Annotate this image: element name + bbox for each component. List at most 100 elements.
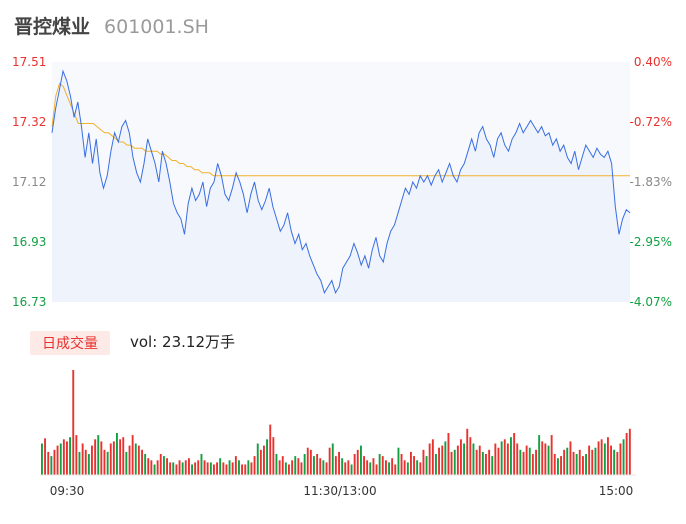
volume-bar — [191, 464, 193, 475]
volume-bar — [497, 447, 500, 475]
volume-bar — [328, 447, 331, 475]
time-tick-label: 09:30 — [50, 484, 85, 498]
volume-bar — [288, 464, 290, 475]
volume-bar — [528, 447, 531, 475]
volume-bar — [500, 441, 503, 475]
volume-bar — [219, 458, 222, 475]
volume-bar — [466, 428, 469, 475]
volume-bar — [56, 445, 59, 475]
volume-bar — [41, 443, 43, 475]
volume-bar — [81, 443, 84, 475]
volume-bar — [516, 443, 519, 475]
volume-bar — [403, 460, 406, 475]
volume-bar — [469, 437, 472, 475]
volume-bar — [153, 464, 156, 475]
volume-bar — [62, 439, 65, 475]
volume-bar — [531, 454, 534, 475]
volume-bar — [59, 443, 62, 475]
volume-bar — [491, 456, 494, 475]
volume-bar — [134, 443, 137, 475]
price-area-fill — [52, 71, 630, 302]
volume-bar — [106, 451, 109, 475]
volume-bar — [360, 445, 362, 475]
volume-bar — [259, 449, 262, 475]
left-axis-ticks: 17.51 17.32 17.12 16.93 16.73 — [12, 55, 46, 309]
volume-bar — [247, 460, 250, 475]
volume-bars — [41, 370, 631, 476]
volume-bar — [419, 462, 422, 475]
volume-bar — [184, 460, 187, 475]
volume-bar — [557, 458, 559, 475]
volume-bar — [119, 439, 122, 475]
volume-bar — [597, 441, 600, 475]
volume-bar — [166, 458, 168, 475]
volume-bar — [331, 443, 334, 475]
volume-bar — [416, 460, 419, 475]
volume-bar — [522, 451, 525, 475]
right-tick-label: -4.07% — [630, 295, 672, 309]
volume-bar — [366, 460, 369, 475]
right-tick-label: -2.95% — [630, 235, 672, 249]
volume-bar — [150, 460, 153, 475]
volume-bar — [575, 454, 578, 475]
volume-bar — [400, 454, 403, 475]
volume-bar — [84, 449, 87, 475]
volume-bar — [453, 449, 456, 475]
time-axis-ticks: 09:30 11:30/13:00 15:00 — [50, 484, 634, 498]
volume-bar — [125, 451, 128, 475]
volume-bar — [47, 451, 50, 475]
volume-bar — [541, 441, 544, 475]
volume-bar — [181, 462, 184, 475]
volume-bar — [306, 447, 309, 475]
volume-bar — [510, 437, 512, 475]
volume-bar — [225, 464, 228, 475]
volume-bar — [78, 451, 81, 475]
volume-bar — [525, 445, 528, 475]
volume-bar — [300, 462, 303, 475]
volume-bar — [69, 437, 71, 475]
volume-bar — [391, 458, 394, 475]
volume-bar — [582, 456, 584, 475]
volume-bar — [222, 462, 225, 475]
volume-bar — [178, 460, 181, 475]
left-tick-label: 17.51 — [12, 55, 46, 69]
volume-bar — [463, 443, 465, 475]
volume-bar — [281, 456, 284, 475]
volume-bar — [109, 443, 112, 475]
volume-bar — [628, 428, 631, 475]
volume-bar — [550, 435, 553, 475]
volume-bar — [238, 460, 240, 475]
volume-bar — [234, 456, 237, 475]
volume-bar — [291, 460, 294, 475]
volume-bar — [410, 451, 412, 475]
average-price-line — [51, 82, 630, 177]
volume-bar — [613, 449, 616, 475]
volume-bar — [213, 464, 215, 475]
volume-bar — [385, 460, 387, 475]
volume-bar — [266, 439, 268, 475]
volume-bar — [607, 437, 609, 475]
volume-bar — [435, 454, 437, 475]
volume-bar — [147, 458, 150, 475]
volume-bar — [334, 456, 337, 475]
volume-bar — [363, 456, 365, 475]
left-tick-label: 17.12 — [12, 175, 46, 189]
volume-bar — [460, 439, 462, 475]
volume-bar — [413, 456, 415, 475]
volume-bar — [50, 456, 53, 475]
volume-bar — [303, 454, 306, 475]
volume-bar — [622, 439, 625, 475]
volume-bar — [263, 445, 265, 475]
volume-bar — [378, 454, 381, 475]
volume-bar — [481, 451, 484, 475]
volume-bar — [250, 462, 253, 475]
volume-bar — [425, 456, 428, 475]
volume-bar — [75, 435, 78, 475]
volume-bar — [450, 451, 453, 475]
volume-bar — [566, 447, 569, 475]
volume-bar — [159, 454, 162, 475]
left-tick-label: 16.93 — [12, 235, 46, 249]
volume-bar — [275, 454, 278, 475]
volume-tag[interactable]: 日成交量 — [30, 331, 110, 355]
volume-bar — [194, 462, 197, 475]
